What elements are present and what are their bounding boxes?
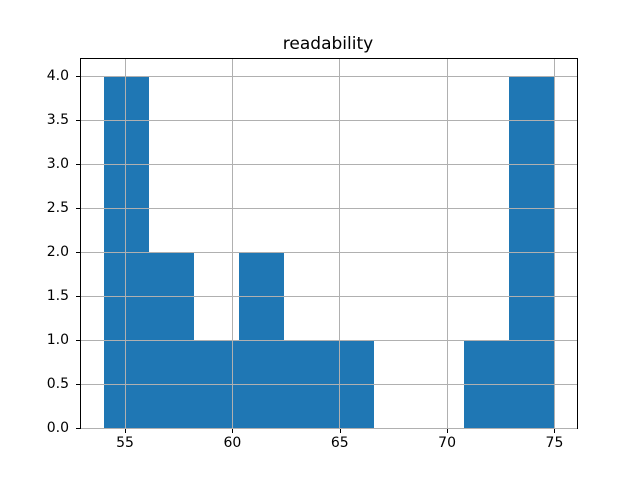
y-tick-mark bbox=[76, 296, 80, 298]
x-tick-mark bbox=[339, 429, 341, 434]
y-tick-label: 2.5 bbox=[46, 200, 69, 217]
y-tick-mark bbox=[76, 340, 80, 342]
y-tick-mark bbox=[76, 164, 80, 166]
y-tick-mark bbox=[76, 252, 80, 254]
y-tick-mark bbox=[76, 76, 80, 78]
gridline-horizontal bbox=[81, 427, 577, 429]
x-tick-mark bbox=[554, 429, 556, 434]
gridline-vertical bbox=[231, 58, 233, 429]
gridline-horizontal bbox=[81, 339, 577, 341]
gridline-horizontal bbox=[81, 251, 577, 253]
gridline-horizontal bbox=[81, 207, 577, 209]
gridline-vertical bbox=[339, 58, 341, 429]
y-tick-mark bbox=[76, 120, 80, 122]
gridline-horizontal bbox=[81, 75, 577, 77]
y-tick-label: 1.5 bbox=[46, 288, 69, 305]
gridline-vertical bbox=[446, 58, 448, 429]
y-tick-label: 3.0 bbox=[46, 156, 69, 173]
x-tick-mark bbox=[125, 429, 127, 434]
y-tick-mark bbox=[76, 428, 80, 430]
gridline-horizontal bbox=[81, 383, 577, 385]
x-tick-label: 55 bbox=[116, 435, 134, 452]
gridline-horizontal bbox=[81, 163, 577, 165]
gridline-vertical bbox=[124, 58, 126, 429]
y-tick-label: 0.0 bbox=[46, 420, 69, 437]
x-tick-label: 65 bbox=[330, 435, 349, 452]
gridline-horizontal bbox=[81, 295, 577, 297]
x-tick-label: 70 bbox=[438, 435, 456, 452]
y-tick-mark bbox=[76, 384, 80, 386]
y-tick-label: 2.0 bbox=[46, 244, 69, 261]
x-tick-label: 60 bbox=[223, 435, 242, 452]
y-tick-label: 3.5 bbox=[46, 112, 69, 129]
y-tick-label: 1.0 bbox=[46, 332, 69, 349]
y-tick-mark bbox=[76, 208, 80, 210]
x-tick-mark bbox=[447, 429, 449, 434]
plot-area bbox=[80, 57, 578, 430]
y-tick-label: 0.5 bbox=[46, 376, 69, 393]
x-tick-label: 75 bbox=[545, 435, 564, 452]
x-tick-mark bbox=[232, 429, 234, 434]
y-tick-label: 4.0 bbox=[46, 68, 69, 85]
gridline-horizontal bbox=[81, 119, 577, 121]
chart-title: readability bbox=[282, 34, 374, 54]
gridline-vertical bbox=[553, 58, 555, 429]
